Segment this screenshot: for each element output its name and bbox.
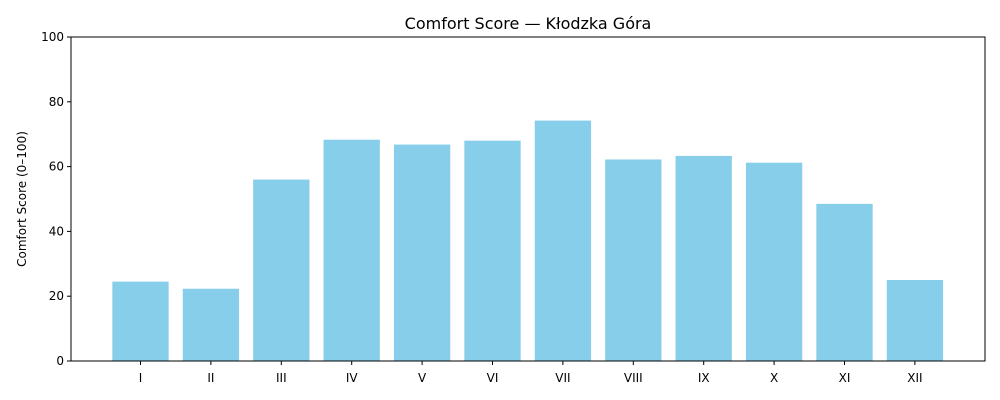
bar-I — [112, 281, 169, 361]
x-tick-label: XI — [839, 371, 851, 385]
bar-XI — [816, 203, 873, 361]
y-tick-label: 20 — [49, 289, 64, 303]
y-tick-label: 40 — [49, 224, 64, 238]
x-tick-label: X — [770, 371, 778, 385]
bar-IX — [675, 155, 732, 361]
bars-group — [112, 120, 944, 361]
x-tick-label: V — [418, 371, 427, 385]
bar-III — [253, 179, 310, 361]
x-tick-label: VIII — [624, 371, 643, 385]
bar-VIII — [605, 159, 662, 361]
bar-IV — [323, 139, 380, 361]
x-tick-label: VI — [487, 371, 499, 385]
y-tick-label: 100 — [41, 30, 64, 44]
x-tick-label: VII — [555, 371, 570, 385]
bar-VII — [534, 120, 592, 361]
x-tick-label: XII — [907, 371, 922, 385]
bar-II — [182, 288, 240, 361]
bar-V — [393, 144, 451, 361]
y-axis-label: Comfort Score (0–100) — [15, 131, 29, 267]
x-tick-label: II — [207, 371, 214, 385]
x-tick-label: IV — [346, 371, 359, 385]
y-axis: 0 20 40 60 80 100 — [41, 30, 71, 368]
x-tick-label: III — [276, 371, 287, 385]
bar-VI — [464, 140, 521, 361]
bar-XII — [886, 280, 944, 361]
y-tick-label: 60 — [49, 160, 64, 174]
x-tick-label: IX — [698, 371, 710, 385]
chart-title: Comfort Score — Kłodzka Góra — [405, 14, 652, 33]
plot-frame — [70, 36, 986, 362]
x-axis: I II III IV V VI VII VIII IX X XI XII — [139, 361, 923, 385]
y-tick-label: 0 — [56, 354, 64, 368]
bar-X — [745, 162, 803, 361]
y-tick-label: 80 — [49, 95, 64, 109]
x-tick-label: I — [139, 371, 143, 385]
